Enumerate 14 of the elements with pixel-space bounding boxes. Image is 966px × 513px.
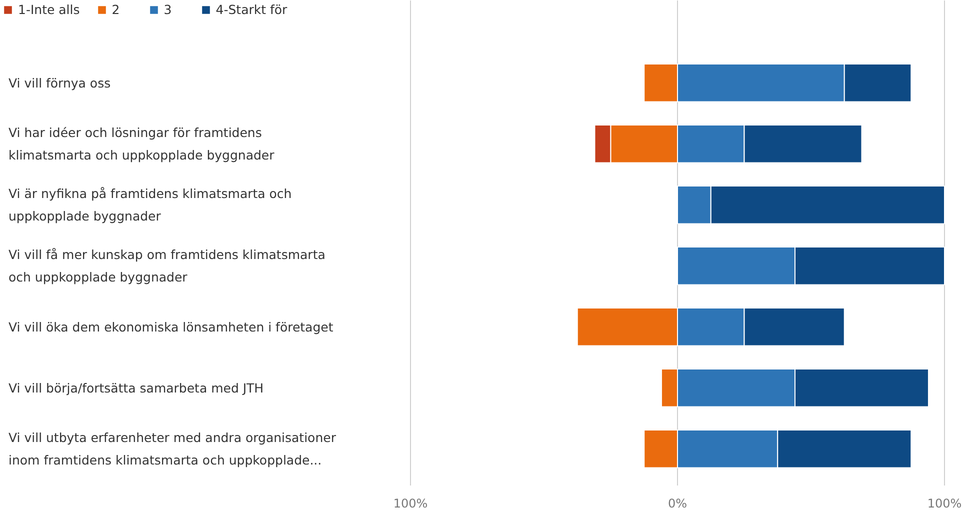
- y-tick-label: Vi vill börja/fortsätta samarbeta med JTH: [8, 380, 264, 396]
- y-tick-label: Vi vill utbyta erfarenheter med andra organisationer inom framtidens klimatsmarta och uppkopplade...: [8, 430, 337, 468]
- y-tick-label: Vi vill öka dem ekonomiska lönsamheten i företaget: [8, 319, 334, 334]
- legend-label: 1-Inte alls: [18, 2, 80, 17]
- y-tick-label: Vi vill få mer kunskap om framtidens klimatsmarta och uppkopplade byggnader: [8, 247, 326, 285]
- legend-label: 2: [112, 2, 121, 17]
- y-tick-label: Vi har idéer och lösningar för framtidens klimatsmarta och uppkopplade byggnader: [8, 125, 276, 163]
- x-tick-label: 100%: [393, 496, 428, 510]
- legend-label: 3: [164, 2, 173, 17]
- legend-label: 4-Starkt för: [216, 2, 288, 17]
- x-tick-label: 0%: [668, 496, 688, 510]
- y-tick-label: Vi är nyfikna på framtidens klimatsmarta och uppkopplade byggnader: [8, 186, 292, 224]
- x-tick-label: 100%: [927, 496, 962, 510]
- y-tick-label: Vi vill förnya oss: [8, 75, 111, 90]
